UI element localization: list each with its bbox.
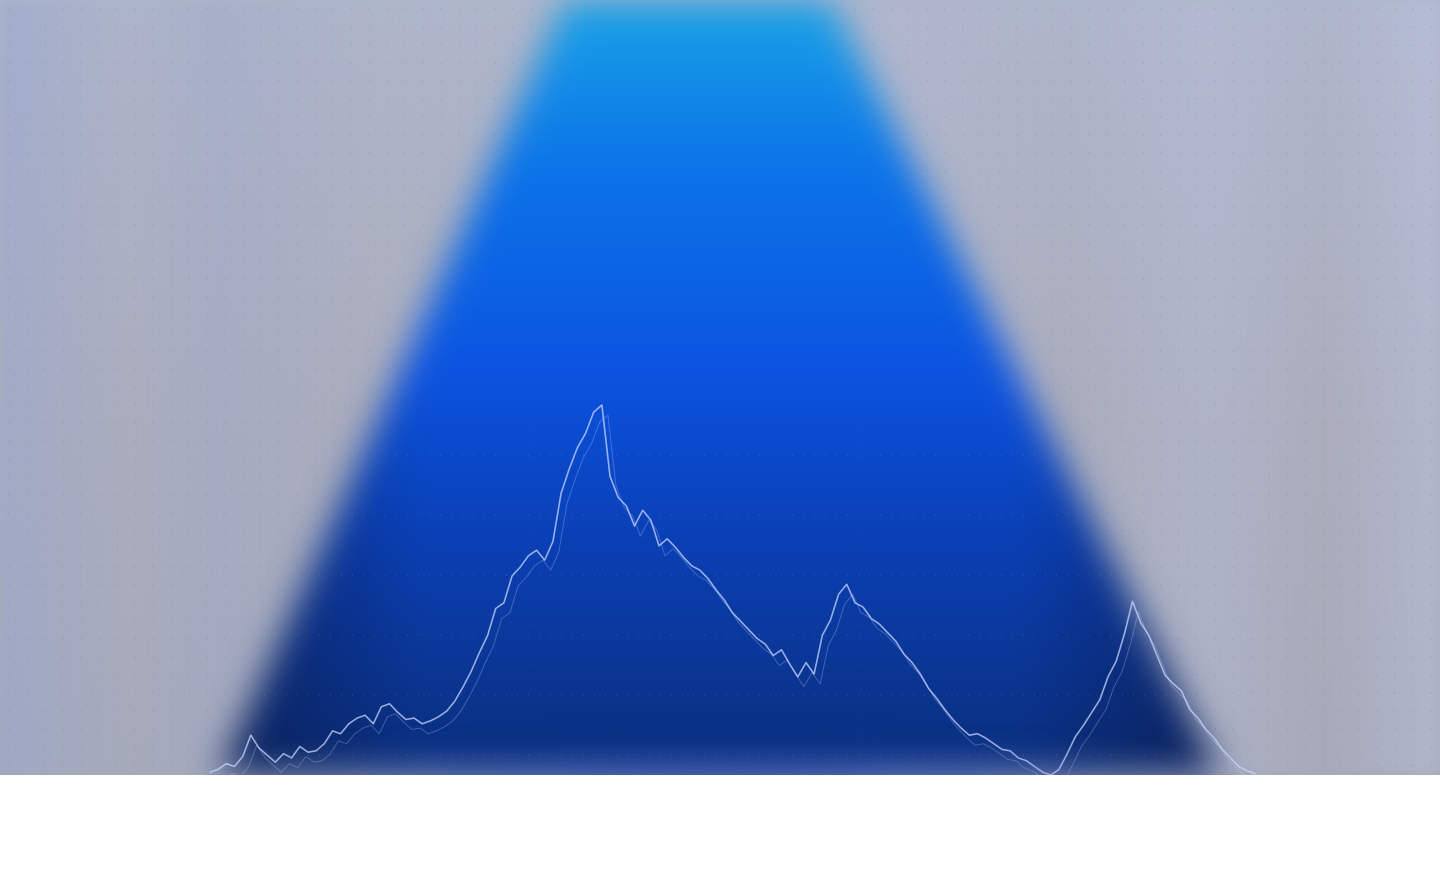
beam-side-shade [220, 0, 1220, 775]
hero-background [0, 0, 1440, 775]
blue-beam [220, 0, 1220, 775]
bottom-white-area [0, 775, 1440, 884]
